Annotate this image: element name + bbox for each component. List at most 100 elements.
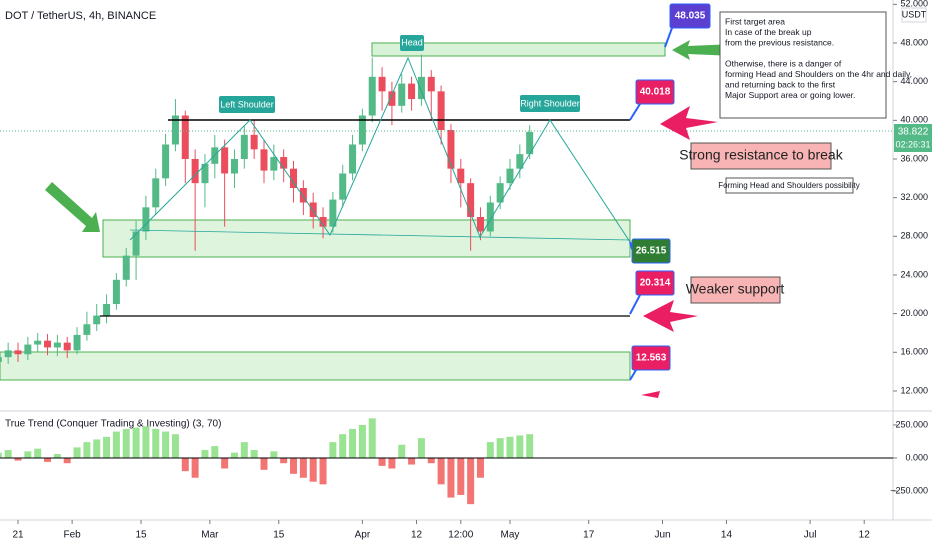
histogram-bar	[358, 424, 366, 458]
target-zone	[371, 42, 666, 57]
histogram-bar	[4, 450, 12, 458]
arrow	[660, 106, 718, 140]
histogram-bar	[329, 442, 337, 458]
histogram-bar	[467, 457, 475, 505]
histogram-bar	[0, 452, 2, 458]
candle-body	[260, 149, 268, 171]
candle-body	[162, 144, 170, 179]
candle-body	[329, 199, 337, 227]
note-line: Major Support area or going lower.	[725, 90, 855, 100]
y-tick-label: 32.000	[900, 192, 928, 202]
candle-body	[83, 324, 91, 335]
candle-body	[73, 334, 81, 351]
candle-body	[230, 158, 238, 174]
callout-box	[690, 276, 781, 304]
histogram-bar	[417, 438, 425, 458]
histogram-bar	[408, 457, 416, 465]
callout-box	[725, 177, 854, 194]
price-label: 48.035	[675, 11, 706, 22]
connector	[629, 294, 641, 315]
histogram-bar	[171, 434, 179, 458]
callout: Forming Head and Shoulders possibility	[718, 181, 859, 190]
x-tick-label: May	[501, 530, 520, 541]
y-tick-label: 20.000	[900, 308, 928, 318]
candle-body	[142, 207, 150, 232]
price-label-box	[635, 79, 675, 105]
candle-body	[14, 350, 22, 355]
histogram-bar	[260, 457, 268, 470]
label-box	[520, 95, 580, 112]
callout: Strong resistance to break	[679, 147, 843, 163]
histogram-bar	[132, 427, 140, 458]
note-box	[719, 11, 887, 119]
x-tick-label: Jul	[804, 530, 817, 541]
pattern-label: Left Shoulder	[220, 99, 274, 109]
candle-body	[132, 231, 140, 256]
candle-body	[486, 202, 494, 232]
y-tick-label: −250.000	[890, 485, 928, 495]
histogram-bar	[83, 442, 91, 458]
histogram-bar	[112, 431, 120, 458]
histogram-bar	[486, 442, 494, 458]
x-tick-label: 12:00	[448, 530, 473, 541]
x-tick-label: 15	[135, 530, 147, 541]
histogram-bar	[496, 438, 504, 458]
candle-body	[388, 91, 396, 106]
y-tick-label: 12.000	[900, 385, 928, 395]
price-label-box	[631, 238, 671, 264]
y-tick-label: 52.000	[900, 0, 928, 9]
candle-body	[467, 183, 475, 217]
candle-body	[53, 342, 61, 348]
chart-title: DOT / TetherUS, 4h, BINANCE	[5, 10, 156, 22]
histogram-bar	[211, 446, 219, 458]
histogram-bar	[63, 457, 71, 464]
histogram-bar	[221, 457, 229, 469]
candle-body	[171, 115, 179, 145]
histogram-bar	[339, 434, 347, 458]
last-price: 38.822	[898, 127, 929, 138]
candle-body	[349, 144, 357, 174]
histogram-bar	[24, 451, 32, 458]
price-label-box	[669, 3, 711, 29]
neckline	[129, 229, 631, 241]
pattern-label: Head	[401, 37, 423, 47]
y-tick-label: 24.000	[900, 269, 928, 279]
candle-body	[496, 183, 504, 203]
histogram-bar	[388, 457, 396, 469]
candle-body	[526, 131, 534, 155]
y-tick-label: 44.000	[900, 76, 928, 86]
note-line: In case of the break up	[725, 27, 812, 37]
candle-body	[221, 147, 229, 174]
histogram-bar	[516, 435, 524, 458]
histogram-bar	[526, 434, 534, 458]
countdown: 02:26:31	[895, 139, 930, 149]
x-tick-label: 12	[859, 530, 871, 541]
pattern-label: Right Shoulder	[520, 98, 580, 108]
histogram-bar	[93, 439, 101, 458]
last-price-box	[894, 124, 932, 152]
candle-body	[506, 168, 514, 184]
x-tick-label: 12	[411, 530, 423, 541]
candle-body	[516, 154, 524, 169]
histogram-bar	[299, 457, 307, 478]
candle-body	[0, 357, 2, 362]
y-tick-label: 0.000	[905, 452, 928, 462]
x-tick-label: 15	[273, 530, 285, 541]
y-tick-label: 250.000	[895, 419, 928, 429]
histogram-bar	[319, 457, 327, 485]
price-label: 12.563	[636, 353, 667, 364]
candle-body	[103, 303, 111, 316]
candle-body	[427, 76, 435, 92]
label-box	[219, 96, 275, 113]
histogram-bar	[437, 457, 445, 485]
candle-body	[24, 344, 32, 355]
label-box	[400, 35, 424, 51]
candle-body	[250, 134, 258, 150]
candle-body	[181, 115, 189, 159]
note-line: forming Head and Shoulders on the 4hr an…	[725, 69, 912, 79]
histogram-bar	[191, 457, 199, 478]
histogram-bar	[44, 457, 52, 462]
candle-body	[34, 340, 42, 345]
candle-body	[93, 315, 101, 325]
